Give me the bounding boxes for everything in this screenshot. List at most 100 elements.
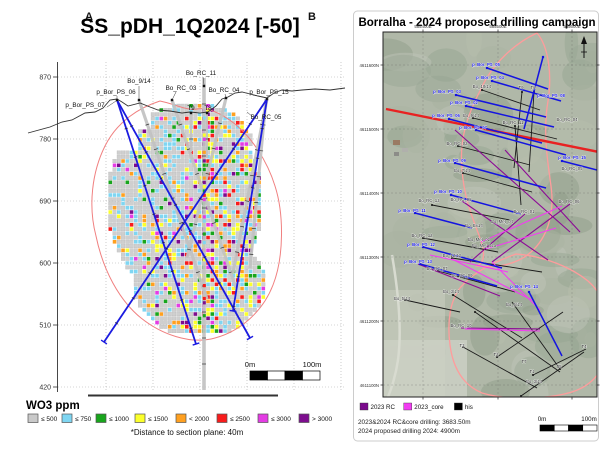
map-label-historic: Bo_RC_12	[411, 233, 433, 238]
topography-line	[27, 87, 346, 134]
scalebar-a-left-label: 0m	[245, 360, 255, 369]
map-label-historic: Bo_Met_02	[468, 237, 491, 242]
map-label-historic: T2	[493, 352, 499, 357]
map-label-historic: Bo_10/14	[473, 84, 492, 89]
collar-label: Bo_RC_03	[166, 85, 197, 92]
collar-label: Bo_RC_05	[251, 114, 282, 121]
map-label-historic: T9	[518, 85, 524, 90]
map-label-proposed: p_Bor_PS_14	[510, 284, 538, 289]
map-legend-label: 2023 RC	[371, 404, 396, 411]
section-y-axis: 870 780 690 600 510 420	[39, 62, 58, 392]
map-legend-label: his	[465, 404, 473, 411]
north-arrow-icon	[581, 36, 587, 58]
map-label-historic: Bo_RC_08	[450, 197, 472, 202]
scalebar-b-left-label: 0m	[538, 416, 547, 423]
wo3-legend-title: WO3 ppm	[26, 400, 80, 412]
map-coordinate-labels: 585400E 585500E 585600E 4611600N 4611500N 461…	[359, 24, 580, 388]
map-label-historic: Bo_5/14	[394, 296, 411, 301]
panel-a-label: A	[85, 11, 93, 23]
y-axis-tick-label: 510	[39, 323, 51, 330]
panel-b-label: B	[308, 11, 316, 23]
map-label-historic: Bo_3/14	[526, 379, 543, 384]
wo3-legend-label: ≤ 500	[41, 416, 58, 423]
easting-label: 585400E	[414, 24, 431, 29]
collar-label: p_Bor_PS_07	[65, 102, 105, 109]
map-label-historic: Bo_RC_10	[450, 323, 472, 328]
y-axis-tick-label: 600	[39, 261, 51, 268]
map-legend-label: 2023_core	[414, 404, 444, 411]
mineralized-envelope-outline	[91, 100, 283, 341]
panel-b-title: Borralha - 2024 proposed drilling campai…	[358, 17, 595, 29]
map-label-historic: Bo_12/12	[443, 253, 462, 258]
scalebar-a-right-label: 100m	[303, 360, 322, 369]
easting-label: 585500E	[489, 24, 506, 29]
collar-label: Bo_RC_11	[186, 70, 217, 77]
collar-label: T8	[204, 105, 212, 112]
wo3-legend-label: ≤ 1500	[148, 416, 168, 423]
map-label-proposed: p_Bor_PS_06	[432, 113, 460, 118]
map-label-proposed: p_Bor_PS_02	[450, 100, 478, 105]
wo3-legend-label: ≤ 1000	[109, 416, 129, 423]
map-label-historic: Bo_Met_04	[491, 219, 514, 224]
map-label-historic: T8	[530, 85, 536, 90]
map-label-historic: T3	[459, 343, 465, 348]
collar-label: Bo_RC_04	[209, 87, 240, 94]
map-label-proposed: p_Bor_PS_03	[433, 89, 461, 94]
map-scalebar	[539, 424, 598, 432]
map-label-historic: Bo_3/14	[443, 289, 460, 294]
northing-label: 4611100N	[360, 383, 379, 388]
wo3-legend-label: > 3000	[312, 416, 332, 423]
map-label-historic: T1	[529, 369, 535, 374]
map-label-historic: Bo_RC_06	[558, 199, 580, 204]
map-label-historic: Bo_RC_11	[503, 120, 524, 125]
proposed-drillholes	[100, 98, 268, 346]
panel-a-title: SS_pDH_1Q2024 [-50]	[80, 15, 299, 38]
map-label-proposed: p_Bor_PS_04	[476, 75, 504, 80]
wo3-legend-label: ≤ 2500	[230, 416, 250, 423]
drilling-stats-line2: 2024 proposed drilling 2024: 4900m	[358, 428, 460, 435]
collar-label: p_Bor_PS_15	[249, 89, 289, 96]
map-label-proposed: p_Bor_PS_13	[404, 259, 432, 264]
map-label-proposed: p_Bor_PS_10	[434, 189, 462, 194]
map-frame	[382, 31, 598, 398]
y-axis-tick-label: 870	[39, 75, 51, 82]
map-label-historic: Bo_RC_13	[418, 198, 440, 203]
map-label-historic: Bo_6/14	[506, 302, 523, 307]
map-label-proposed: p_Bor_PS_12	[407, 242, 435, 247]
map-label-proposed: p_Bor_PS_11	[398, 208, 426, 213]
map-label-historic: Bo_7/14	[454, 168, 471, 173]
y-axis-tick-label: 690	[39, 199, 51, 206]
map-label-historic: Bo_RC_07	[426, 266, 448, 271]
northing-label: 4611400N	[359, 191, 379, 196]
map-label-historic: Bo_Bx14	[465, 223, 483, 228]
map-label-historic: T4	[581, 344, 587, 349]
map-legend: 2023 RC 2023_core his	[359, 402, 473, 411]
map-label-proposed: p_Bor_PS_09	[438, 158, 466, 163]
map-label-proposed: p_Bor_PS_08	[537, 93, 565, 98]
drilling-stats-line1: 2023&2024 RC&core drilling: 3683.50m	[358, 419, 471, 426]
wo3-legend-label: ≤ 3000	[271, 416, 291, 423]
northing-label: 4611600N	[359, 63, 379, 68]
map-label-proposed: p_Bor_PS_07	[459, 125, 487, 130]
map-label-proposed: p_Bor_PS_15	[558, 155, 586, 160]
northing-label: 4611200N	[359, 319, 379, 324]
map-label-historic: Bo_Met_02a	[472, 243, 497, 248]
map-label-historic: Bo_RC_04	[556, 117, 578, 122]
section-scalebar	[249, 370, 321, 381]
y-axis-tick-label: 780	[39, 137, 51, 144]
collar-label: p_Bor_PS_06	[96, 89, 136, 96]
collar-labels: Bo_9/14 Bo_RC_03 Bo_RC_11 Bo_RC_04 p_Bor_PS_…	[65, 70, 289, 121]
wo3-legend-label: < 2000	[189, 416, 209, 423]
map-label-proposed: p_Bor_PS_05	[472, 62, 500, 67]
easting-label: 585600E	[563, 24, 580, 29]
scalebar-b-right-label: 100m	[581, 416, 596, 423]
northing-label: 4611300N	[359, 255, 379, 260]
cross-section-panel: 870 780 690 600 510 420 Bo_9/14 Bo_RC_03 Bo_RC_…	[26, 11, 346, 437]
collar-label: Bo_9/14	[127, 78, 151, 85]
map-label-historic: T5	[556, 364, 562, 369]
section-plane-note: *Distance to section plane: 40m	[131, 428, 244, 437]
map-content: Bo_10/14 T9 T8 Bo_9/14 Bo_RC_11 Bo_RC_04 Bo_RC…	[383, 32, 597, 397]
map-label-historic: T7	[521, 359, 527, 364]
map-label-historic: Bo_RC_05	[561, 166, 583, 171]
